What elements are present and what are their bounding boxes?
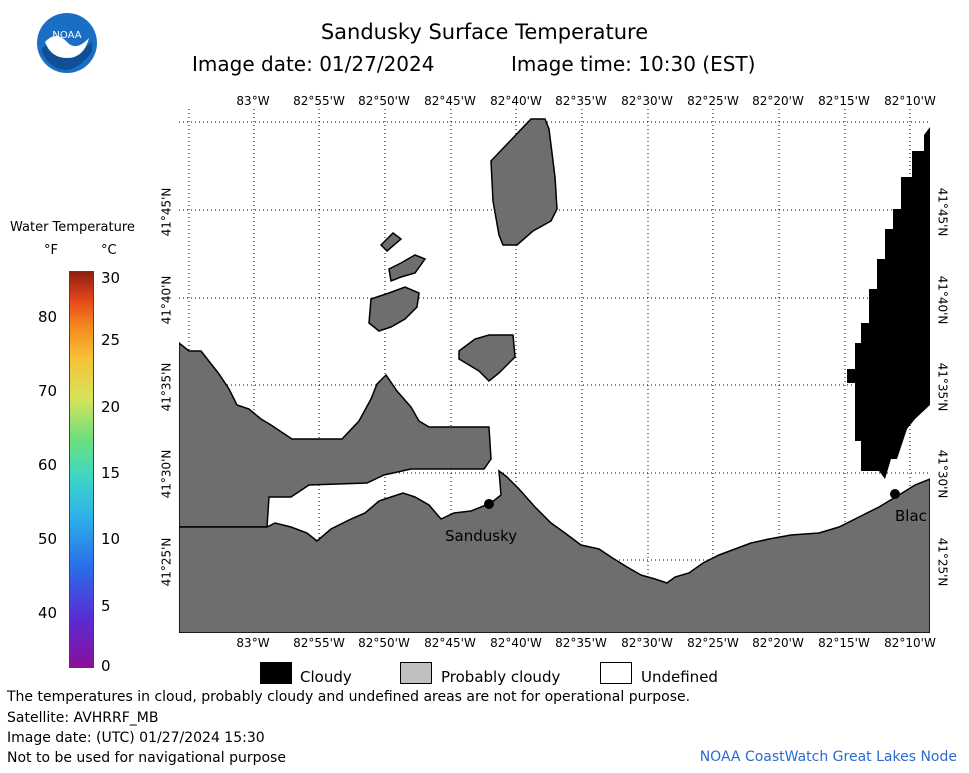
lon-label-top: 82°25'W xyxy=(687,94,739,108)
cloudy-label: Cloudy xyxy=(300,668,352,686)
lat-label-right: 41°40'N xyxy=(935,275,950,325)
lat-label-right: 41°30'N xyxy=(935,449,950,499)
lon-label-top: 82°35'W xyxy=(555,94,607,108)
sandusky-map: Sandusky Blac xyxy=(179,109,930,633)
celsius-tick: 15 xyxy=(101,464,121,482)
lon-label-top: 82°50'W xyxy=(358,94,410,108)
logo-text: NOAA xyxy=(52,30,81,41)
probably-cloudy-label: Probably cloudy xyxy=(441,668,561,686)
place-label: Sandusky xyxy=(445,527,517,545)
land-peninsula xyxy=(179,342,492,528)
lon-label-top: 82°45'W xyxy=(424,94,476,108)
lon-label-bottom: 82°20'W xyxy=(752,636,804,650)
lon-label-top: 82°30'W xyxy=(621,94,673,108)
cloudy-swatch xyxy=(260,662,292,684)
land-mainland xyxy=(179,469,930,633)
undefined-swatch xyxy=(600,662,632,684)
land-island-small-1 xyxy=(379,232,403,253)
celsius-tick: 5 xyxy=(101,597,111,615)
place-label: Blac xyxy=(895,507,927,525)
celsius-tick: 0 xyxy=(101,657,111,675)
lon-label-top: 82°15'W xyxy=(818,94,870,108)
lon-label-top: 83°W xyxy=(236,94,270,108)
lat-label-right: 41°25'N xyxy=(935,537,950,587)
land-island-bass xyxy=(368,286,420,332)
lat-label-left: 41°35'N xyxy=(159,362,174,412)
lat-label-right: 41°35'N xyxy=(935,362,950,412)
noaa-logo: NOAA xyxy=(36,12,98,74)
page-title: Sandusky Surface Temperature xyxy=(320,20,649,44)
lat-label-left: 41°25'N xyxy=(159,537,174,587)
lat-label-left: 41°45'N xyxy=(159,187,174,237)
unit-fahrenheit: °F xyxy=(44,243,58,258)
land-kelleys-island xyxy=(490,118,558,246)
land-island-small-2 xyxy=(388,254,427,283)
image-date: Image date: 01/27/2024 xyxy=(192,52,435,76)
cloudy-region xyxy=(847,127,930,479)
black-river-marker xyxy=(890,489,900,499)
lon-label-top: 82°20'W xyxy=(752,94,804,108)
lat-label-left: 41°40'N xyxy=(159,275,174,325)
legend-title: Water Temperature xyxy=(10,220,135,235)
lon-label-bottom: 82°10'W xyxy=(884,636,936,650)
fahrenheit-tick: 60 xyxy=(38,456,58,474)
lon-label-top: 82°55'W xyxy=(293,94,345,108)
coastwatch-node: NOAA CoastWatch Great Lakes Node xyxy=(699,749,957,765)
lon-label-bottom: 83°W xyxy=(236,636,270,650)
satellite-info: Satellite: AVHRRF_MB xyxy=(7,710,159,726)
celsius-tick: 30 xyxy=(101,269,121,287)
lon-label-bottom: 82°25'W xyxy=(687,636,739,650)
image-time: Image time: 10:30 (EST) xyxy=(511,52,756,76)
fahrenheit-tick: 80 xyxy=(38,308,58,326)
fahrenheit-tick: 50 xyxy=(38,530,58,548)
lon-label-top: 82°10'W xyxy=(884,94,936,108)
lon-label-bottom: 82°45'W xyxy=(424,636,476,650)
land-island-middle xyxy=(458,334,516,383)
fahrenheit-tick: 40 xyxy=(38,604,58,622)
lon-label-bottom: 82°15'W xyxy=(818,636,870,650)
fahrenheit-tick: 70 xyxy=(38,382,58,400)
navigation-warning: Not to be used for navigational purpose xyxy=(7,750,286,766)
temperature-color-bar xyxy=(69,271,94,668)
disclaimer-note: The temperatures in cloud, probably clou… xyxy=(7,689,691,705)
celsius-tick: 25 xyxy=(101,331,121,349)
lat-label-right: 41°45'N xyxy=(935,187,950,237)
lon-label-bottom: 82°50'W xyxy=(358,636,410,650)
unit-celsius: °C xyxy=(101,243,117,258)
lon-label-bottom: 82°35'W xyxy=(555,636,607,650)
lon-label-top: 82°40'W xyxy=(490,94,542,108)
lat-label-left: 41°30'N xyxy=(159,449,174,499)
celsius-tick: 20 xyxy=(101,398,121,416)
probably-cloudy-swatch xyxy=(400,662,432,684)
lon-label-bottom: 82°30'W xyxy=(621,636,673,650)
sandusky-marker xyxy=(484,499,494,509)
utc-date: Image date: (UTC) 01/27/2024 15:30 xyxy=(7,730,265,746)
lon-label-bottom: 82°40'W xyxy=(490,636,542,650)
undefined-label: Undefined xyxy=(641,668,718,686)
lon-label-bottom: 82°55'W xyxy=(293,636,345,650)
celsius-tick: 10 xyxy=(101,530,121,548)
